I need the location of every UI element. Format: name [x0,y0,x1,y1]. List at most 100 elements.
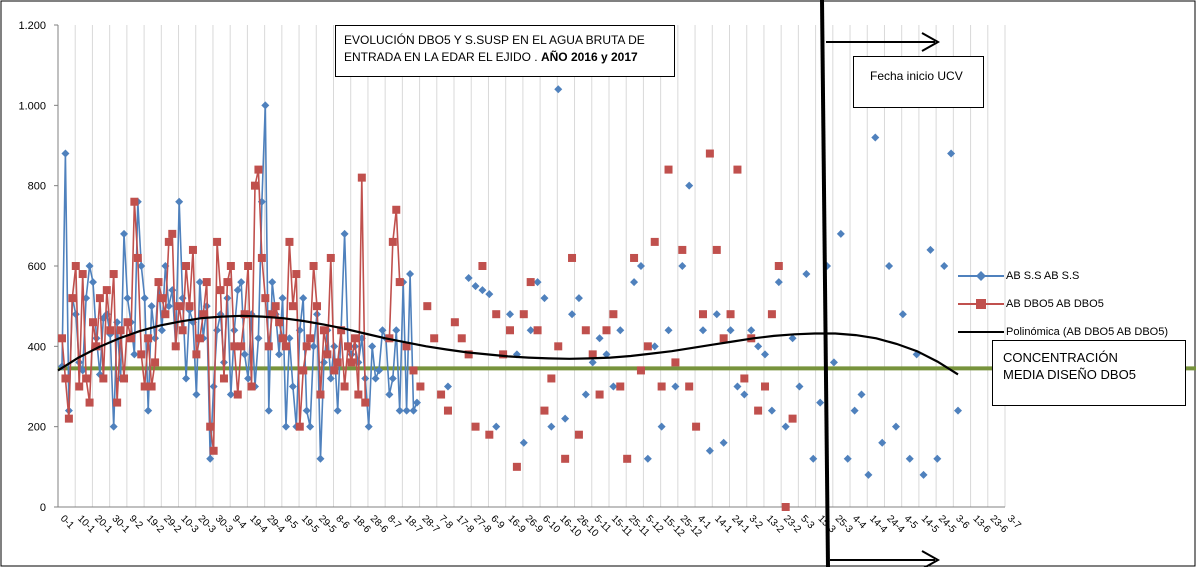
dbo5-point [678,245,687,254]
dbo5-point [264,342,273,351]
ss-point [885,262,894,270]
dbo5-point [154,278,163,287]
x-tick-label: 29-2 [161,513,183,535]
ss-point [747,326,756,335]
x-tick-label: 28-7 [419,513,441,535]
dbo5-point [216,286,225,295]
x-tick-label: 14-5 [919,513,941,535]
y-axis: 0 200 400 600 800 1.000 1.200 [18,20,59,514]
dbo5-point [761,382,770,391]
ss-point [940,262,949,270]
ss-point [478,286,487,295]
chart-title: EVOLUCIÓN DBO5 Y S.SUSP EN EL AGUA BRUTA… [335,25,675,77]
dbo5-point [130,197,139,206]
reference-label-line2: MEDIA DISEÑO DBO5 [1003,367,1136,382]
ss-point [519,438,528,447]
ss-point [123,294,132,303]
ss-point [206,454,215,463]
ss-point [409,406,418,415]
dbo5-point [392,205,401,214]
dbo5-point [123,318,132,327]
ss-point [130,350,139,359]
legend-symbol-line [958,325,1004,339]
ss-point [864,470,873,479]
x-tick-label: 10-3 [178,513,200,535]
dbo5-point [244,262,253,270]
dbo5-point [630,253,639,262]
dbo5-point [171,342,180,351]
ss-point [375,366,384,375]
dbo5-point [92,342,101,351]
dbo5-point [595,390,604,399]
x-tick-label: 26-9 [523,513,545,535]
dbo5-point [705,149,714,158]
ss-point [316,454,325,463]
ss-point [464,274,473,283]
x-tick-label: 6-10 [540,513,562,535]
x-tick-label: 13-2 [764,513,786,535]
dbo5-point [416,382,425,391]
dbo5-point [233,390,242,399]
dbo5-point [767,310,776,319]
dbo5-point [788,414,797,423]
ss-point [905,454,914,463]
ss-point [726,326,735,335]
dbo5-point [282,342,290,351]
ss-point [781,422,790,431]
ss-point [857,390,866,399]
dbo5-point [199,310,208,319]
ss-point [371,374,380,383]
dbo5-point [219,374,228,383]
ss-point [195,278,204,287]
ss-point [395,406,404,415]
ss-point [412,398,421,407]
y-tick-label: 1.000 [18,100,46,112]
dbo5-point [192,350,201,359]
ucv-start-line [820,0,830,567]
dbo5-point [257,253,266,262]
dbo5-point [350,334,359,343]
ss-point [385,390,394,399]
dbo5-point [492,310,501,319]
dbo5-point [533,326,542,335]
dbo5-point [423,302,432,311]
ss-point [378,326,387,335]
dbo5-point [95,294,104,303]
dbo5-point [712,245,721,254]
ss-point [774,278,783,287]
ss-point [78,366,87,375]
dbo5-point [323,350,332,359]
ss-point [402,406,411,415]
dbo5-point [464,350,473,359]
dbo5-point [209,446,218,455]
ss-point [554,85,563,94]
ss-point [588,358,597,367]
ss-point [492,422,501,431]
dbo5-point [61,374,70,383]
dbo5-point [230,342,239,351]
ss-point [61,149,70,158]
dbo5-point [457,334,466,343]
dbo5-point [206,422,215,431]
ss-point [616,326,625,335]
dbo5-point [78,270,87,279]
chart-title-line2a: ENTRADA EN LA EDAR EL EJIDO . [344,50,541,64]
dbo5-point [64,414,73,423]
x-tick-label: 13-6 [970,513,992,535]
ss-point [919,470,928,479]
dbo5-point [685,382,694,391]
ss-point [471,282,480,291]
dbo5-point [719,334,728,343]
ss-point [140,294,149,303]
ss-point [650,342,659,351]
ss-point [767,406,776,415]
x-tick-label: 16-9 [506,513,528,535]
chart-title-line1: EVOLUCIÓN DBO5 Y S.SUSP EN EL AGUA BRUTA… [344,33,645,47]
x-tick-label: 14-1 [712,513,734,535]
legend-label-poly: Polinómica (AB DBO5 AB DBO5) [1006,326,1169,338]
ss-point [954,406,962,415]
dbo5-point [554,342,563,351]
legend-item-poly: Polinómica (AB DBO5 AB DBO5) [958,318,1196,346]
x-tick-label: 27-8 [471,513,493,535]
x-tick-label: 17-8 [454,513,476,535]
